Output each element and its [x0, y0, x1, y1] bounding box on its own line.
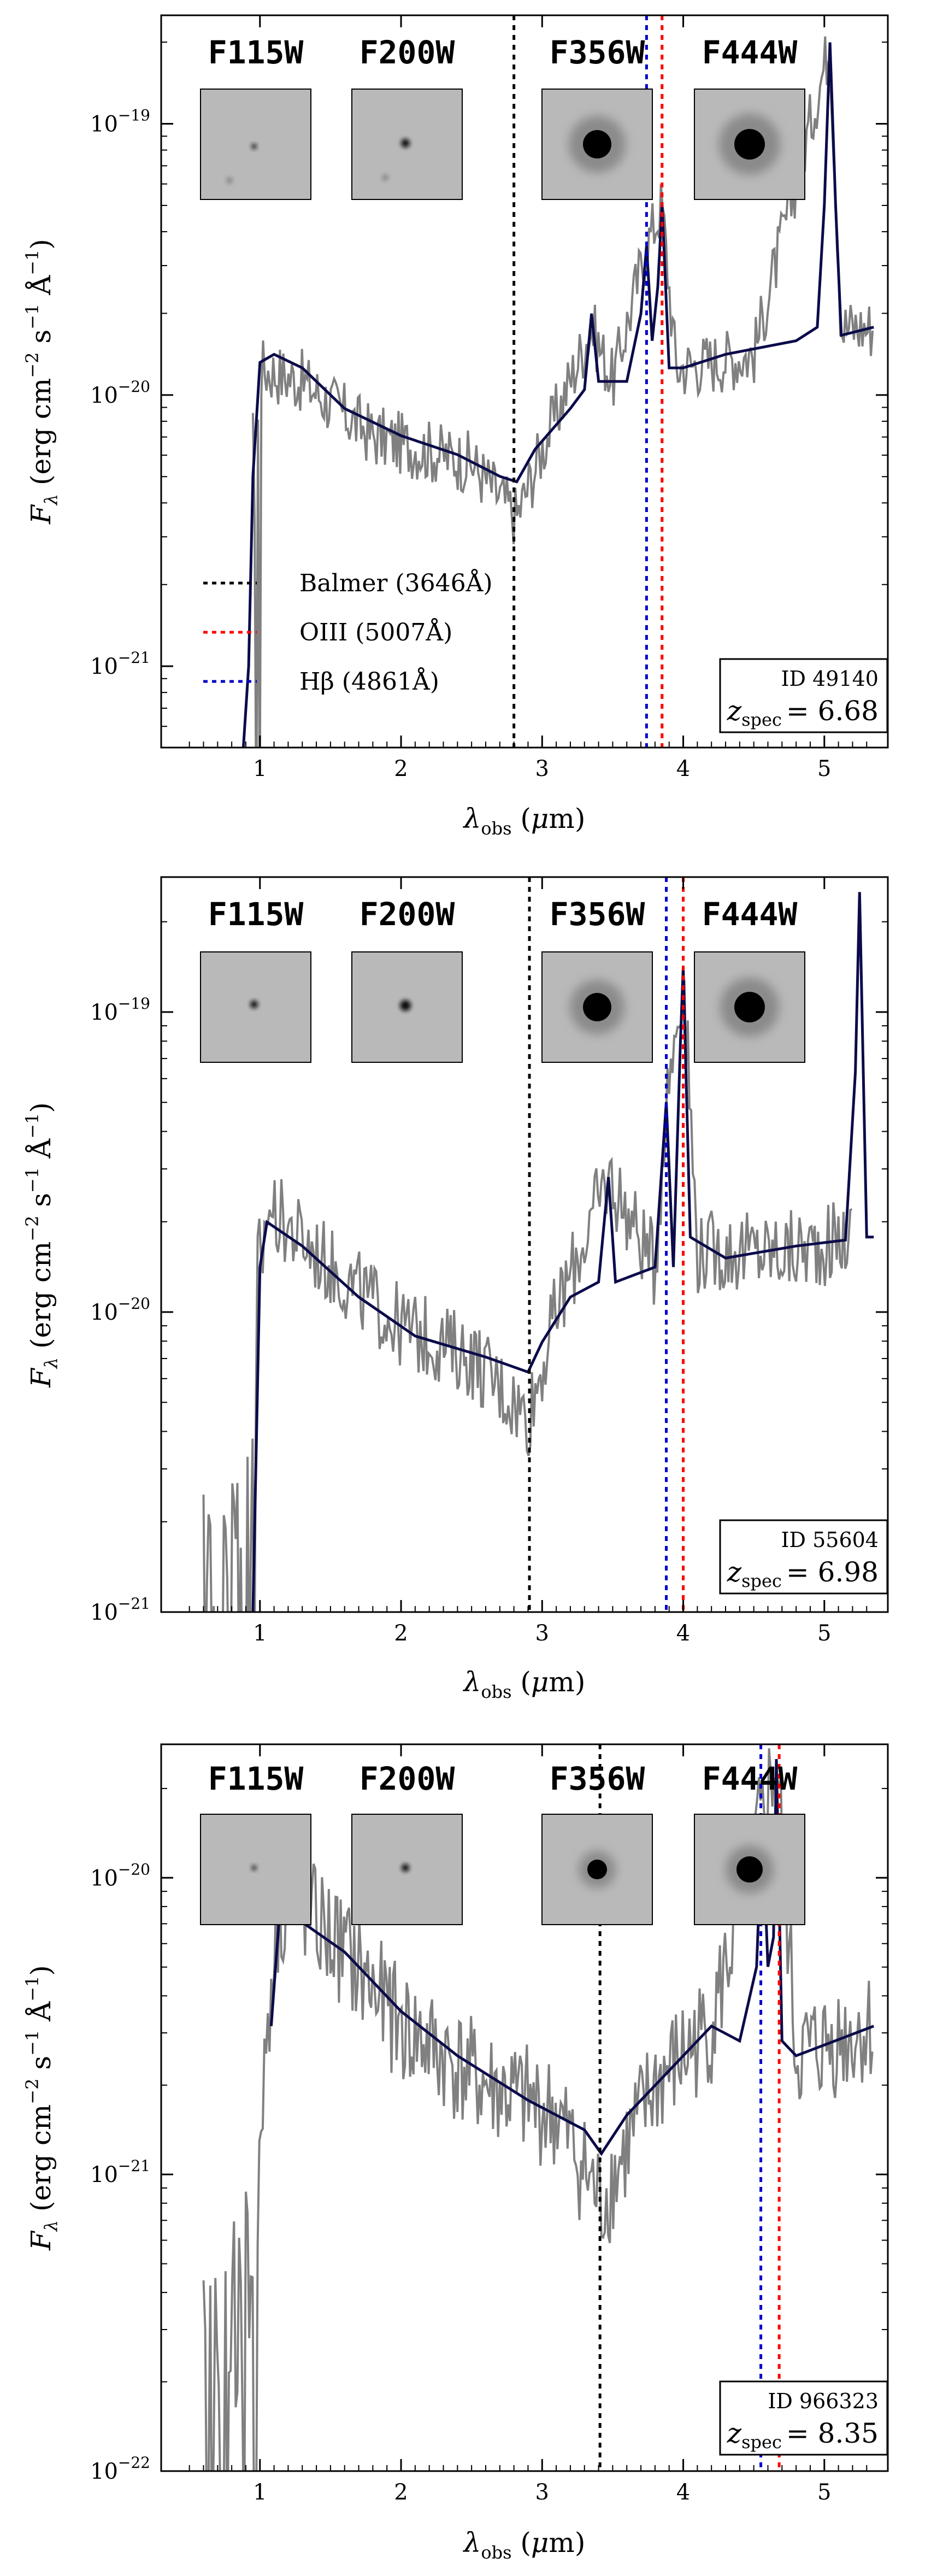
x-tick-label-1: 1 — [253, 756, 267, 781]
x-tick-label-2: 2 — [394, 756, 408, 781]
x-axis-label: λobs (μm) — [463, 2527, 586, 2563]
thumbnail-f115w — [200, 89, 311, 200]
filter-thumbnails: F115W F200W F356W F444W — [200, 34, 805, 200]
thumbnail-f200w — [351, 89, 463, 200]
plot-frame — [160, 876, 889, 1613]
filter-label-3: F356W — [550, 1760, 645, 1797]
x-tick-label-3: 3 — [535, 2480, 549, 2505]
filter-label-1: F115W — [208, 34, 304, 71]
model-spectrum-line — [251, 892, 874, 1612]
x-tick-label-3: 3 — [535, 756, 549, 781]
info-box: ID 49140 zspec = 6.68 — [719, 658, 888, 733]
legend: Balmer (3646Å) OIII (5007Å) Hβ (4861Å) — [203, 568, 493, 696]
filter-label-2: F200W — [360, 34, 455, 71]
thumbnail-f115w — [200, 1814, 311, 1925]
thumbnail-f115w — [200, 951, 311, 1063]
y-tick-label: 10−21 — [90, 649, 150, 679]
filter-label-3: F356W — [550, 34, 645, 71]
thumbnail-f200w — [351, 951, 463, 1063]
plot-frame — [160, 1743, 889, 2472]
x-tick-label-5: 5 — [817, 756, 831, 781]
x-tick-label-5: 5 — [817, 2480, 831, 2505]
panel-3: 1 2 3 4 5 10−22 10−21 10−20 F115W F200W F356W F… — [22, 1743, 889, 2563]
x-tick-label-1: 1 — [253, 1621, 267, 1646]
redshift-label: zspec = 6.68 — [727, 695, 879, 730]
filter-label-3: F356W — [550, 896, 645, 933]
y-tick-label: 10−19 — [90, 995, 150, 1025]
x-axis-label: λobs (μm) — [463, 1666, 586, 1702]
filter-label-4: F444W — [702, 34, 798, 71]
info-box: ID 966323 zspec = 8.35 — [719, 2380, 888, 2456]
model-spectrum-line — [241, 42, 874, 748]
object-id: ID 49140 — [781, 667, 879, 691]
filter-label-4: F444W — [702, 896, 798, 933]
filter-label-2: F200W — [360, 896, 455, 933]
thumbnail-f444w — [694, 89, 805, 200]
filter-label-2: F200W — [360, 1760, 455, 1797]
x-tick-label-2: 2 — [394, 1621, 408, 1646]
redshift-label: zspec = 8.35 — [727, 2418, 879, 2453]
x-tick-label-1: 1 — [253, 2480, 267, 2505]
x-tick-label-2: 2 — [394, 2480, 408, 2505]
y-tick-label: 10−20 — [90, 1860, 150, 1891]
y-tick-label: 10−20 — [90, 378, 150, 408]
y-tick-label: 10−20 — [90, 1295, 150, 1325]
filter-label-1: F115W — [208, 1760, 304, 1797]
legend-entry-balmer: Balmer (3646Å) — [299, 568, 493, 597]
y-axis-label: Fλ (erg cm−2 s−1 Å−1) — [22, 239, 61, 525]
redshift-label: zspec = 6.98 — [727, 1556, 879, 1591]
panel-2: 1 2 3 4 5 10−21 10−20 10−19 F115W F200W F356W F… — [22, 876, 889, 1702]
y-tick-label: 10−19 — [90, 107, 150, 137]
y-tick-label: 10−21 — [90, 2157, 150, 2187]
plot-frame — [160, 14, 889, 749]
x-tick-label-4: 4 — [676, 2480, 690, 2505]
object-id: ID 55604 — [781, 1528, 879, 1552]
filter-thumbnails: F115W F200W F356W F444W — [200, 896, 805, 1063]
filter-thumbnails: F115W F200W F356W F444W — [200, 1760, 805, 1925]
panel-1: 1 2 3 4 5 10−21 10−20 10−19 F115W F200W F356W F… — [22, 14, 889, 839]
y-axis-label: Fλ (erg cm−2 s−1 Å−1) — [22, 1102, 61, 1388]
x-tick-label-3: 3 — [535, 1621, 549, 1646]
thumbnail-f356w — [541, 89, 653, 200]
y-tick-label: 10−22 — [90, 2454, 150, 2484]
x-tick-label-5: 5 — [817, 1621, 831, 1646]
x-axis-label: λobs (μm) — [463, 803, 586, 839]
x-tick-label-4: 4 — [676, 1621, 690, 1646]
filter-label-4: F444W — [702, 1760, 798, 1797]
x-tick-label-4: 4 — [676, 756, 690, 781]
thumbnail-f356w — [541, 951, 653, 1063]
thumbnail-f444w — [694, 1814, 805, 1925]
plot-area — [202, 877, 874, 1612]
thumbnail-f200w — [351, 1814, 463, 1925]
filter-label-1: F115W — [208, 896, 304, 933]
thumbnail-f444w — [694, 951, 805, 1063]
object-id: ID 966323 — [768, 2389, 879, 2413]
info-box: ID 55604 zspec = 6.98 — [719, 1519, 888, 1595]
y-axis-label: Fλ (erg cm−2 s−1 Å−1) — [22, 1965, 61, 2251]
legend-entry-hbeta: Hβ (4861Å) — [299, 667, 439, 696]
observed-spectrum-line — [202, 975, 853, 1612]
legend-entry-oiii: OIII (5007Å) — [299, 617, 452, 646]
thumbnail-f356w — [541, 1814, 653, 1925]
y-tick-label: 10−21 — [90, 1595, 150, 1625]
